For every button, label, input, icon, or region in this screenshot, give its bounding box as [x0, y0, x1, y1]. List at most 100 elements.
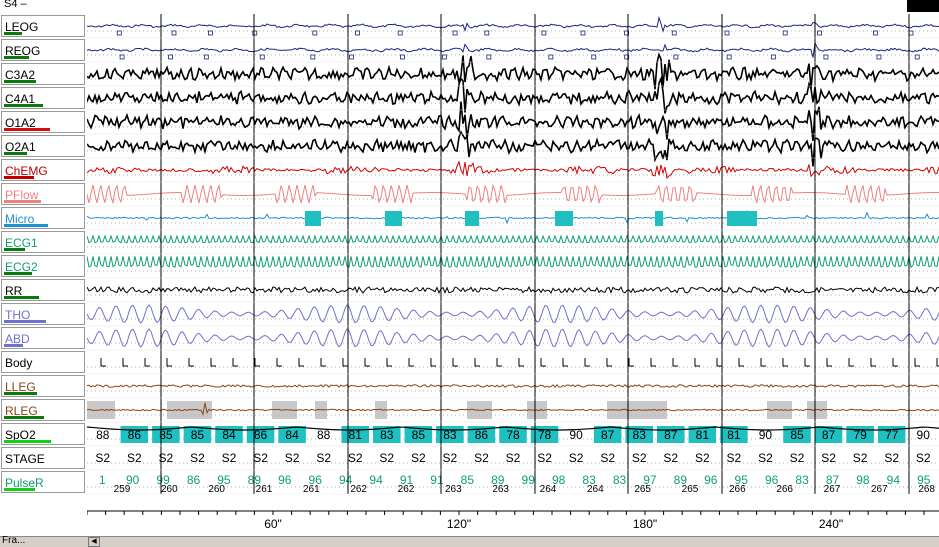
pulse-value: 90 [126, 473, 140, 487]
eog-marker [671, 30, 677, 36]
micro-event[interactable] [727, 211, 757, 226]
eog-marker [580, 30, 586, 36]
spo2-desat-fill [278, 426, 306, 443]
channel-label-abd[interactable]: ABD [1, 327, 85, 349]
micro-event[interactable] [465, 211, 479, 226]
channel-name: O1A2 [5, 116, 36, 130]
stage-value: S2 [379, 451, 394, 465]
channel-name: C3A2 [5, 68, 36, 82]
channel-label-ecg2[interactable]: ECG2 [1, 255, 85, 277]
eog-marker [486, 54, 492, 60]
channel-label-rr[interactable]: RR [1, 279, 85, 301]
eog-marker [397, 30, 403, 36]
spo2-value: 85 [790, 428, 804, 442]
title-bar: S4 – [0, 0, 939, 13]
channel-label-reog[interactable]: REOG [1, 39, 85, 61]
stage-value: S2 [316, 451, 331, 465]
eog-marker [541, 30, 547, 36]
spo2-value: 81 [349, 428, 363, 442]
channel-label-pulser[interactable]: PulseR [1, 471, 85, 493]
pulse-value: 98 [856, 473, 870, 487]
body-position-mark [606, 358, 612, 367]
waveform-o2a1 [87, 130, 939, 167]
spo2-desat-fill [404, 426, 433, 443]
eog-marker [203, 54, 209, 60]
channel-name: ECG1 [5, 236, 38, 250]
epoch-number: 264 [540, 484, 557, 494]
pulse-value: 91 [400, 473, 414, 487]
body-position-mark [628, 358, 634, 367]
stage-value: S2 [222, 451, 237, 465]
body-position-mark [254, 358, 260, 367]
spo2-desat-fill [183, 426, 212, 443]
micro-event[interactable] [305, 211, 321, 226]
stage-value: S2 [285, 451, 300, 465]
pulse-value: 96 [309, 473, 323, 487]
micro-event[interactable] [555, 211, 573, 226]
channel-label-c3a2[interactable]: C3A2 [1, 63, 85, 85]
stage-value: S2 [821, 451, 836, 465]
stage-value: S2 [190, 451, 205, 465]
channel-gain-bar [4, 416, 44, 419]
channel-label-stage[interactable]: STAGE [1, 447, 85, 469]
epoch-number: 267 [871, 484, 888, 494]
channel-label-rleg[interactable]: RLEG [1, 399, 85, 421]
time-label: 180" [632, 517, 658, 531]
spo2-desat-fill [688, 426, 717, 443]
eog-marker [259, 54, 265, 60]
body-position-mark [936, 358, 939, 367]
time-label: 120" [446, 517, 472, 531]
body-position-mark [870, 358, 876, 367]
body-position-mark [848, 358, 854, 367]
micro-event[interactable] [655, 211, 663, 226]
channel-label-body[interactable]: Body [1, 351, 85, 373]
channel-label-spo2[interactable]: SpO2 [1, 423, 85, 445]
eog-marker [673, 54, 679, 60]
pulse-value: 91 [430, 473, 444, 487]
waveform-panel[interactable]: 88 86 85 85 84 86 84 88 81 83 85 83 86 78 78 90 87 83 87 81… [87, 14, 939, 494]
spo2-value: 85 [191, 428, 205, 442]
epoch-number: 260 [208, 484, 225, 494]
body-position-mark [210, 358, 216, 367]
channel-label-o2a1[interactable]: O2A1 [1, 135, 85, 157]
pulse-value: 95 [217, 473, 231, 487]
channel-label-pflow[interactable]: PFlow [1, 183, 85, 205]
stage-value: S2 [411, 451, 426, 465]
channel-label-tho[interactable]: THO [1, 303, 85, 325]
pulse-value: 94 [369, 473, 383, 487]
pulse-value: 96 [278, 473, 292, 487]
pulse-value: 98 [552, 473, 566, 487]
eog-marker [168, 54, 173, 60]
channel-label-o1a2[interactable]: O1A2 [1, 111, 85, 133]
channel-label-chemg[interactable]: ChEMG [1, 159, 85, 181]
window-control-block[interactable] [907, 0, 939, 12]
channel-name: PulseR [5, 476, 44, 490]
pulse-value: 95 [917, 473, 931, 487]
channel-label-lleg[interactable]: LLEG [1, 375, 85, 397]
channel-label-micro[interactable]: Micro [1, 207, 85, 229]
micro-event[interactable] [385, 211, 402, 226]
channel-gain-bar [4, 248, 25, 251]
channel-gain-bar [4, 344, 23, 347]
channel-label-leog[interactable]: LEOG [1, 15, 85, 37]
time-label: 240" [818, 517, 844, 531]
eog-marker [876, 54, 882, 60]
epoch-number: 261 [303, 484, 320, 494]
channel-name: Body [5, 356, 33, 370]
body-position-mark [694, 358, 700, 367]
stage-value: S2 [790, 451, 805, 465]
spo2-value: 84 [222, 428, 236, 442]
eog-marker [400, 54, 405, 60]
eog-marker [349, 54, 354, 60]
pulse-value: 99 [522, 473, 536, 487]
body-position-mark [408, 358, 414, 367]
waveform-leog [87, 15, 939, 33]
spo2-value: 86 [128, 428, 142, 442]
epoch-number: 267 [824, 484, 841, 494]
channel-label-ecg1[interactable]: ECG1 [1, 231, 85, 253]
eog-marker [726, 54, 732, 60]
pulse-value: 95 [735, 473, 749, 487]
channel-name: REOG [5, 44, 41, 58]
body-position-mark [144, 358, 150, 367]
channel-label-c4a1[interactable]: C4A1 [1, 87, 85, 109]
